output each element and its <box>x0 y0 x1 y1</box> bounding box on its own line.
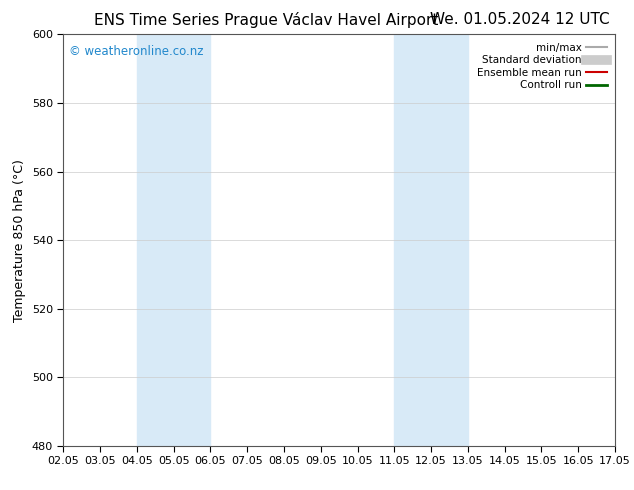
Bar <box>394 34 468 446</box>
Y-axis label: Temperature 850 hPa (°C): Temperature 850 hPa (°C) <box>13 159 26 321</box>
Legend: min/max, Standard deviation, Ensemble mean run, Controll run: min/max, Standard deviation, Ensemble me… <box>474 40 610 94</box>
Bar <box>137 34 210 446</box>
Text: We. 01.05.2024 12 UTC: We. 01.05.2024 12 UTC <box>430 12 610 27</box>
Text: © weatheronline.co.nz: © weatheronline.co.nz <box>69 45 204 58</box>
Text: ENS Time Series Prague Václav Havel Airport: ENS Time Series Prague Václav Havel Airp… <box>94 12 439 28</box>
